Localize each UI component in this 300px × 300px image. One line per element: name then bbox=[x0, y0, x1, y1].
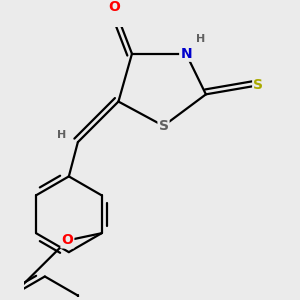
Text: N: N bbox=[180, 47, 192, 61]
Text: H: H bbox=[57, 130, 66, 140]
Text: O: O bbox=[61, 233, 73, 248]
Text: S: S bbox=[158, 119, 169, 133]
Text: H: H bbox=[196, 34, 205, 44]
Text: O: O bbox=[108, 0, 120, 14]
Text: S: S bbox=[253, 78, 263, 92]
